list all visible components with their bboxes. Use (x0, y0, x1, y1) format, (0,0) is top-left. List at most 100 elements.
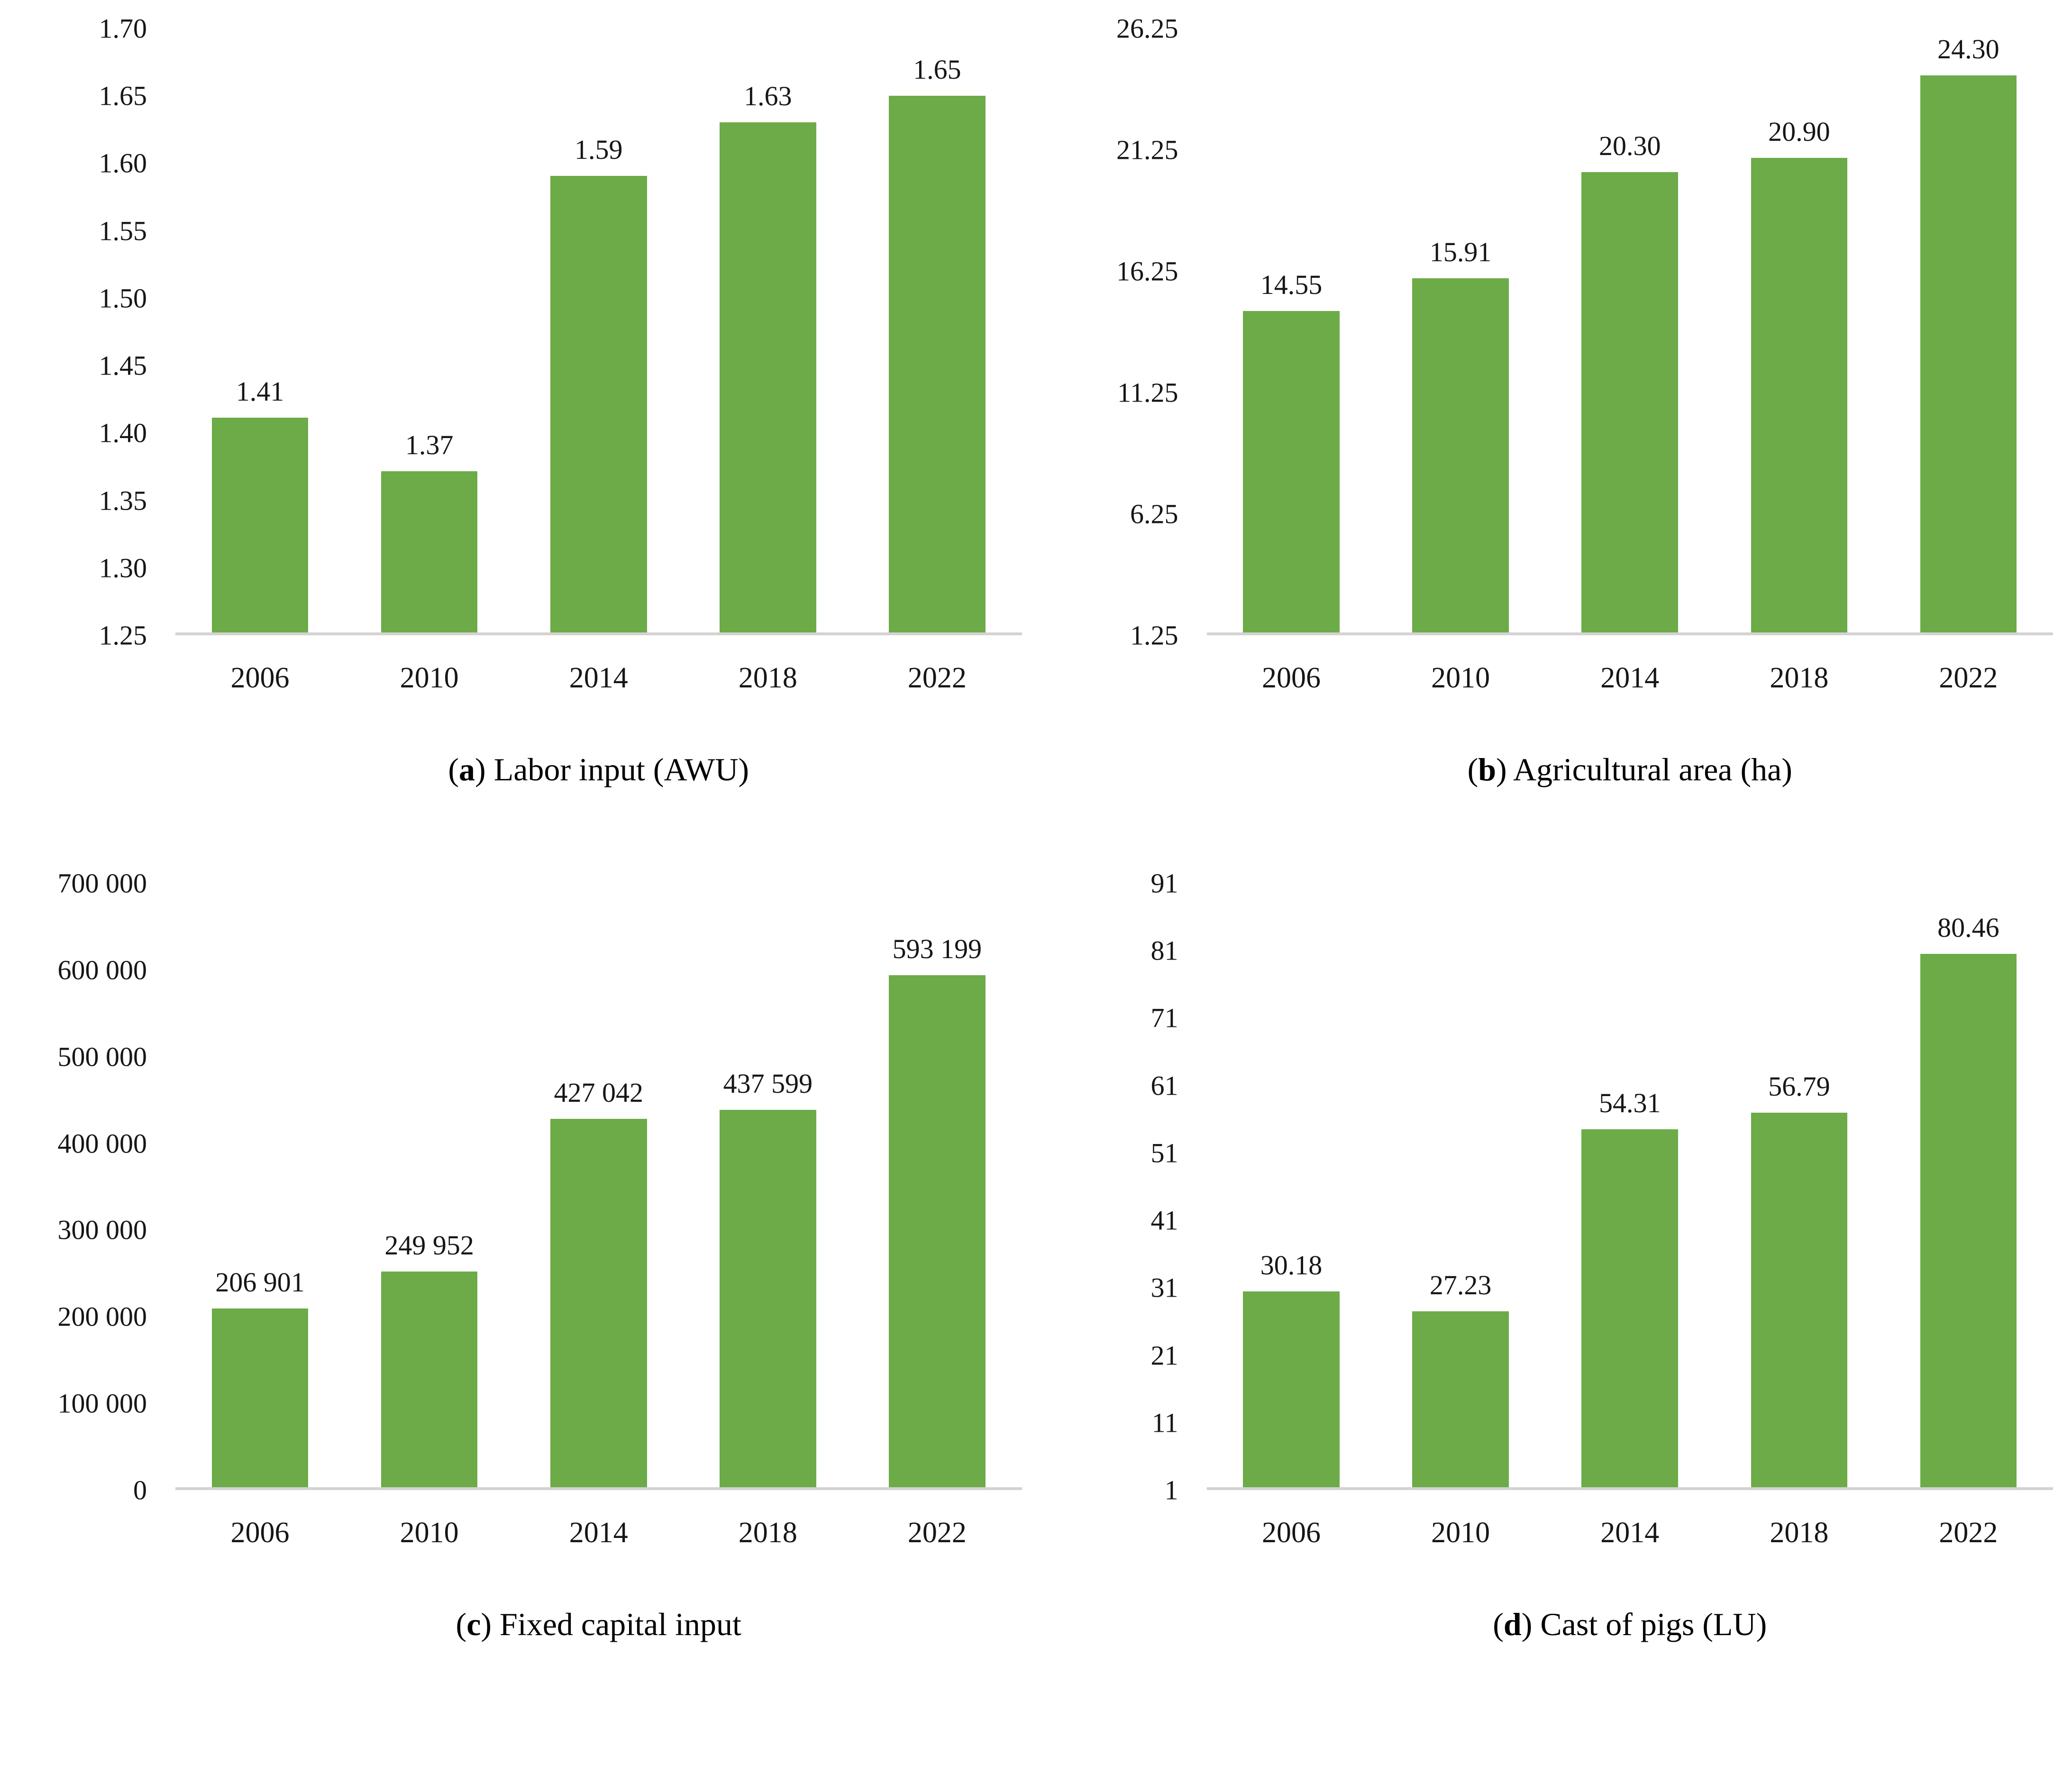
x-tick-label: 2018 (1770, 662, 1829, 694)
bar (381, 1272, 478, 1487)
panel-letter: b (1478, 751, 1497, 787)
y-tick-label: 41 (1150, 1205, 1178, 1236)
bar (1243, 311, 1340, 632)
bar-group: 249 952 (345, 883, 514, 1487)
bar-group: 20.30 (1545, 28, 1715, 632)
bar (1751, 1113, 1848, 1487)
x-tick-label: 2018 (738, 662, 797, 694)
y-tick-label: 0 (133, 1474, 147, 1506)
y-axis: 91 81 71 61 51 41 31 21 11 1 (1050, 868, 1207, 1506)
y-tick-label: 100 000 (57, 1388, 147, 1419)
chart-panel-d: 91 81 71 61 51 41 31 21 11 1 30.18 27.23 54.31 56.79 8… (1050, 868, 2054, 1643)
panel-caption: (c) Fixed capital input (456, 1606, 741, 1642)
x-tick-label: 2006 (1262, 662, 1321, 694)
y-axis: 700 000 600 000 500 000 400 000 300 000 200 0… (19, 868, 175, 1506)
plot-area: 206 901 249 952 427 042 437 599 593 199 (175, 883, 1022, 1490)
bar (550, 176, 647, 632)
bar (720, 122, 816, 632)
bar-value-label: 20.90 (1768, 116, 1830, 147)
y-tick-label: 11 (1151, 1407, 1178, 1438)
bar-group: 1.37 (345, 28, 514, 632)
bar-value-label: 20.30 (1598, 130, 1661, 162)
x-axis: 2006 2010 2014 2018 2022 (175, 1516, 1022, 1550)
bar-value-label: 1.37 (405, 430, 454, 461)
plot-area: 1.41 1.37 1.59 1.63 1.65 (175, 28, 1022, 635)
y-tick-label: 700 000 (57, 868, 147, 899)
bar-group: 1.41 (175, 28, 345, 632)
x-tick-label: 2010 (1431, 662, 1490, 694)
x-tick-label: 2022 (1939, 1517, 1998, 1549)
y-tick-label: 61 (1150, 1070, 1178, 1101)
chart-panel-c: 700 000 600 000 500 000 400 000 300 000 200 0… (19, 868, 1022, 1643)
y-tick-label: 1.25 (1130, 620, 1178, 651)
bar (1581, 172, 1678, 632)
x-tick-label: 2022 (907, 1517, 967, 1549)
bar-group: 14.55 (1207, 28, 1376, 632)
x-tick-label: 2006 (1262, 1517, 1321, 1549)
x-tick-label: 2022 (907, 662, 967, 694)
y-tick-label: 91 (1150, 868, 1178, 899)
x-tick-label: 2018 (738, 1517, 797, 1549)
x-axis: 2006 2010 2014 2018 2022 (1207, 661, 2054, 695)
y-axis: 1.70 1.65 1.60 1.55 1.50 1.45 1.40 1.35 1.30 1.25 (19, 13, 175, 651)
bar-value-label: 80.46 (1937, 912, 1999, 943)
bar-group: 56.79 (1715, 883, 1884, 1487)
panel-caption: (d) Cast of pigs (LU) (1493, 1606, 1767, 1642)
y-tick-label: 1.30 (99, 552, 147, 584)
y-tick-label: 1.45 (99, 350, 147, 381)
bar (720, 1109, 816, 1487)
x-tick-label: 2014 (1600, 662, 1660, 694)
bar (1920, 954, 2017, 1487)
y-tick-label: 6.25 (1130, 498, 1178, 530)
bar-value-label: 1.41 (236, 376, 284, 407)
bar-value-label: 437 599 (723, 1068, 813, 1099)
bar (211, 1308, 309, 1487)
bar-group: 30.18 (1207, 883, 1376, 1487)
y-tick-label: 1.50 (99, 283, 147, 314)
x-tick-label: 2014 (569, 1517, 628, 1549)
bar-group: 1.59 (514, 28, 683, 632)
chart-panel-a: 1.70 1.65 1.60 1.55 1.50 1.45 1.40 1.35 1.30 1.25… (19, 13, 1022, 788)
x-axis: 2006 2010 2014 2018 2022 (175, 661, 1022, 695)
y-tick-label: 1.70 (99, 13, 147, 44)
x-tick-label: 2006 (230, 662, 290, 694)
panel-caption: (a) Labor input (AWU) (448, 751, 749, 787)
y-tick-label: 51 (1150, 1137, 1178, 1169)
bar-group: 54.31 (1545, 883, 1715, 1487)
chart-body: 1.70 1.65 1.60 1.55 1.50 1.45 1.40 1.35 1.30 1.25… (19, 13, 1022, 651)
x-tick-label: 2022 (1939, 662, 1998, 694)
x-tick-label: 2010 (400, 1517, 459, 1549)
y-tick-label: 200 000 (57, 1301, 147, 1332)
panel-letter: a (459, 751, 475, 787)
y-axis: 26.25 21.25 16.25 11.25 6.25 1.25 (1050, 13, 1207, 651)
y-tick-label: 1.40 (99, 417, 147, 448)
bar-group: 1.63 (683, 28, 852, 632)
bar-group: 20.90 (1715, 28, 1884, 632)
bar (889, 975, 986, 1487)
y-tick-label: 81 (1150, 935, 1178, 966)
bar (1243, 1291, 1340, 1487)
panel-letter: d (1503, 1606, 1522, 1642)
y-tick-label: 1 (1164, 1474, 1178, 1506)
bar (1751, 157, 1848, 632)
bar-value-label: 14.55 (1260, 269, 1323, 301)
bar (550, 1118, 647, 1487)
y-tick-label: 1.65 (99, 80, 147, 111)
chart-panel-b: 26.25 21.25 16.25 11.25 6.25 1.25 14.55 15.91 20… (1050, 13, 2054, 788)
y-tick-label: 1.35 (99, 485, 147, 516)
x-tick-label: 2014 (569, 662, 628, 694)
x-axis: 2006 2010 2014 2018 2022 (1207, 1516, 2054, 1550)
bar-value-label: 27.23 (1429, 1269, 1492, 1300)
y-tick-label: 500 000 (57, 1041, 147, 1072)
bar (211, 418, 309, 632)
bar-group: 24.30 (1884, 28, 2053, 632)
y-tick-label: 11.25 (1117, 377, 1178, 408)
y-tick-label: 1.60 (99, 147, 147, 179)
bar-group: 593 199 (852, 883, 1022, 1487)
plot-area: 14.55 15.91 20.30 20.90 24.30 (1206, 28, 2053, 635)
y-tick-label: 26.25 (1116, 13, 1178, 44)
y-tick-label: 21.25 (1116, 134, 1178, 165)
bar-value-label: 593 199 (892, 933, 982, 965)
x-tick-label: 2018 (1770, 1517, 1829, 1549)
bar-value-label: 15.91 (1429, 236, 1492, 267)
